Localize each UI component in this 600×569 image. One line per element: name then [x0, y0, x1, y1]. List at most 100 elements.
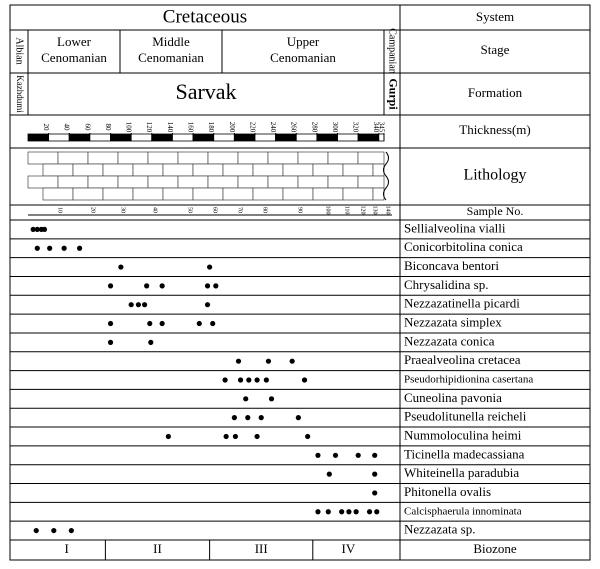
lithology-brick	[237, 151, 269, 165]
lithology-brick	[147, 175, 179, 189]
sample-number: 10	[57, 207, 63, 213]
occurrence-dot	[51, 527, 57, 534]
lithology-brick	[342, 163, 374, 177]
lithology-brick	[282, 163, 314, 177]
occurrence-dot	[68, 527, 74, 534]
lithology-brick	[117, 151, 149, 165]
occurrence-dot	[142, 302, 148, 308]
occurrence-dot	[147, 320, 153, 327]
occurrence-dot	[366, 509, 373, 515]
occurrence-dot	[107, 283, 114, 289]
sample-number: 80	[262, 207, 268, 213]
lithology-brick	[372, 187, 385, 201]
occurrence-dot	[243, 396, 249, 402]
occurrence-dot	[372, 490, 378, 496]
lithology-brick	[312, 163, 344, 177]
occurrence-dot	[332, 452, 339, 458]
lithology-brick	[222, 187, 254, 201]
lithology-brick	[87, 175, 119, 189]
stage-word: Lower	[57, 34, 92, 49]
biozone-label: IV	[342, 541, 356, 556]
stage-name: Middle Cenomanian	[138, 34, 204, 65]
stage-word: Middle	[152, 34, 190, 49]
lithology-brick	[27, 175, 59, 189]
lithology-brick	[192, 163, 224, 177]
sample-number: 50	[187, 207, 193, 213]
species-name: Nezzazata simplex	[404, 315, 502, 330]
lithology-brick	[267, 151, 299, 165]
occurrence-dot	[128, 302, 134, 308]
species-name: Nummoloculina heimi	[404, 427, 522, 442]
occurrence-dot	[231, 415, 237, 421]
occurrence-dot	[237, 377, 244, 383]
lithology-brick	[102, 163, 134, 177]
biozone-label: I	[65, 541, 69, 556]
occurrence-dot	[107, 339, 114, 345]
stage-word: Cenomanian	[138, 50, 204, 65]
lithology-brick	[327, 151, 359, 165]
occurrence-dot	[61, 245, 67, 251]
thickness-segment	[295, 133, 318, 142]
thickness-segment	[130, 133, 153, 142]
occurrence-dot	[258, 415, 264, 421]
lithology-brick	[237, 175, 269, 189]
thickness-label: 200	[228, 122, 236, 133]
lithology-brick	[117, 175, 149, 189]
thickness-segment	[110, 133, 132, 142]
occurrence-dot	[34, 245, 40, 251]
species-name: Pseudolitunella reicheli	[404, 409, 527, 424]
species-name: Ticinella madecassiana	[404, 446, 525, 461]
lithology-brick	[177, 151, 209, 165]
lithology-brick	[342, 187, 374, 201]
lithology-brick	[72, 187, 104, 201]
thickness-segment	[316, 133, 338, 142]
thickness-segment	[68, 133, 91, 142]
lithology-brick	[132, 187, 164, 201]
sample-number: 20	[90, 207, 96, 213]
occurrence-dot	[295, 415, 301, 421]
lithology-brick	[357, 175, 385, 189]
occurrence-dot	[235, 358, 242, 364]
occurrence-dot	[204, 283, 211, 289]
stage-word: Cenomanian	[270, 50, 336, 65]
thickness-label: 300	[331, 122, 339, 133]
stage-name: Lower Cenomanian	[41, 34, 107, 65]
thickness-segment	[89, 133, 111, 142]
occurrence-dot	[144, 283, 150, 289]
thickness-label: 180	[207, 122, 215, 133]
formation-name: Kazhdumi	[15, 75, 25, 113]
sample-number: 140	[385, 206, 391, 215]
lithology-brick	[102, 187, 134, 201]
occurrence-dot	[232, 433, 239, 440]
occurrence-dot	[353, 509, 359, 515]
thickness-segment	[275, 133, 297, 142]
lithology-brick	[222, 163, 254, 177]
species-name: Pseudorhipidionina casertana	[404, 374, 533, 386]
occurrence-dot	[315, 452, 321, 458]
occurrence-dot	[301, 377, 308, 383]
thickness-label: 140	[166, 122, 174, 133]
species-name: Nezzazata sp.	[404, 522, 475, 537]
sample-number: 120	[360, 206, 366, 215]
occurrence-dot	[207, 264, 213, 270]
thickness-label: 20	[42, 124, 50, 132]
occurrence-dot	[107, 320, 114, 327]
lithology-brick	[252, 163, 284, 177]
lithology-brick	[207, 151, 239, 165]
species-name: Cuneolina pavonia	[404, 390, 502, 405]
row-label: Lithology	[463, 167, 526, 184]
lithology-edge	[383, 151, 389, 201]
occurrence-dot	[346, 509, 352, 515]
occurrence-dot	[34, 226, 40, 233]
occurrence-dot	[372, 471, 378, 477]
lithology-brick	[372, 163, 385, 177]
occurrence-dot	[165, 433, 171, 440]
occurrence-dot	[148, 339, 154, 345]
occurrence-dot	[47, 245, 53, 251]
lithology-brick	[297, 175, 329, 189]
thickness-label: 340	[372, 122, 380, 133]
lithology-brick	[162, 163, 194, 177]
thickness-segment	[27, 133, 50, 142]
biozone-label: III	[255, 541, 268, 556]
